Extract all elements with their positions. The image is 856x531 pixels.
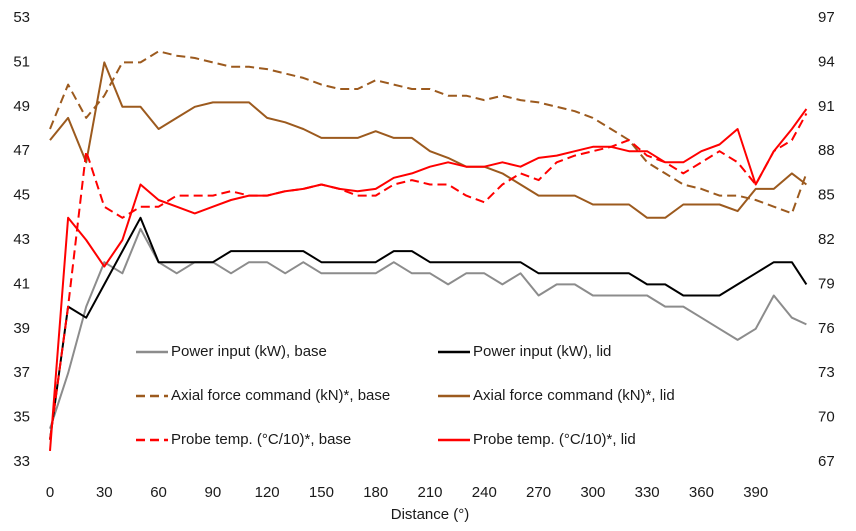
y2-tick-label: 97 xyxy=(818,9,835,26)
x-tick-label: 240 xyxy=(472,484,497,501)
y-tick-label: 53 xyxy=(13,9,30,26)
y-tick-label: 45 xyxy=(13,187,30,204)
y2-tick-label: 79 xyxy=(818,275,835,292)
series-line xyxy=(49,61,808,219)
series-line xyxy=(49,113,808,440)
x-tick-label: 120 xyxy=(255,484,280,501)
y-tick-label: 33 xyxy=(13,453,30,470)
x-tick-label: 300 xyxy=(580,484,605,501)
legend-label: Probe temp. (°C/10)*, lid xyxy=(473,431,636,448)
y-tick-label: 41 xyxy=(13,275,30,292)
series-line xyxy=(49,108,808,451)
legend-label: Axial force command (kN)*, base xyxy=(171,387,390,404)
x-tick-label: 60 xyxy=(150,484,167,501)
y-tick-label: 37 xyxy=(13,364,30,381)
x-axis-title: Distance (°) xyxy=(391,506,470,523)
x-tick-label: 330 xyxy=(635,484,660,501)
series-line xyxy=(49,50,808,215)
x-tick-label: 90 xyxy=(205,484,222,501)
y-tick-label: 49 xyxy=(13,98,30,115)
y2-tick-label: 94 xyxy=(818,53,835,70)
x-tick-label: 150 xyxy=(309,484,334,501)
legend-label: Probe temp. (°C/10)*, base xyxy=(171,431,351,448)
x-tick-label: 390 xyxy=(743,484,768,501)
y-tick-label: 51 xyxy=(13,53,30,70)
y2-tick-label: 67 xyxy=(818,453,835,470)
legend-label: Power input (kW), base xyxy=(171,343,327,360)
y2-tick-label: 85 xyxy=(818,187,835,204)
y-tick-label: 35 xyxy=(13,409,30,426)
y-tick-label: 39 xyxy=(13,320,30,337)
y-tick-label: 43 xyxy=(13,231,30,248)
series-line xyxy=(49,216,808,440)
y2-tick-label: 88 xyxy=(818,142,835,159)
x-tick-label: 30 xyxy=(96,484,113,501)
x-tick-label: 180 xyxy=(363,484,388,501)
y2-tick-label: 73 xyxy=(818,364,835,381)
x-tick-label: 210 xyxy=(417,484,442,501)
series-line xyxy=(49,227,807,430)
y2-tick-label: 76 xyxy=(818,320,835,337)
legend-label: Axial force command (kN)*, lid xyxy=(473,387,675,404)
x-tick-label: 0 xyxy=(46,484,54,501)
x-tick-label: 360 xyxy=(689,484,714,501)
x-tick-label: 270 xyxy=(526,484,551,501)
y2-tick-label: 82 xyxy=(818,231,835,248)
y-tick-label: 47 xyxy=(13,142,30,159)
legend-label: Power input (kW), lid xyxy=(473,343,611,360)
y2-tick-label: 91 xyxy=(818,98,835,115)
y2-tick-label: 70 xyxy=(818,409,835,426)
